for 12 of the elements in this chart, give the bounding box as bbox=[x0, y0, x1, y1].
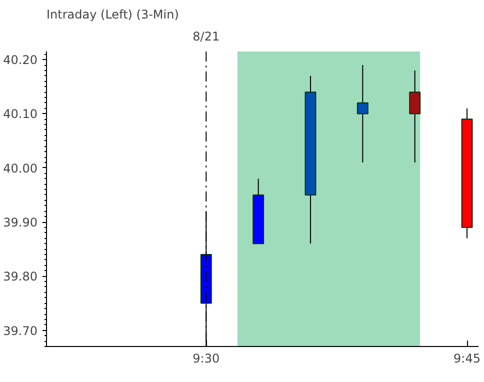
y-tick-label: 39.80 bbox=[3, 270, 38, 284]
text: 8/21 bbox=[192, 30, 220, 44]
y-tick-label: 40.20 bbox=[3, 53, 38, 68]
y-tick-label: 40.00 bbox=[3, 161, 38, 176]
x-tick-label: 9:45 bbox=[454, 352, 480, 366]
x-tick-label: 9:30 bbox=[192, 352, 220, 366]
chart-title: Intraday (Left) (3-Min) bbox=[46, 8, 179, 22]
y-tick-label: 39.90 bbox=[3, 216, 38, 230]
candlestick bbox=[409, 70, 421, 163]
y-tick-label: 40.10 bbox=[3, 107, 38, 122]
candlestick bbox=[356, 64, 368, 163]
y-tick-label: 39.70 bbox=[3, 324, 38, 338]
